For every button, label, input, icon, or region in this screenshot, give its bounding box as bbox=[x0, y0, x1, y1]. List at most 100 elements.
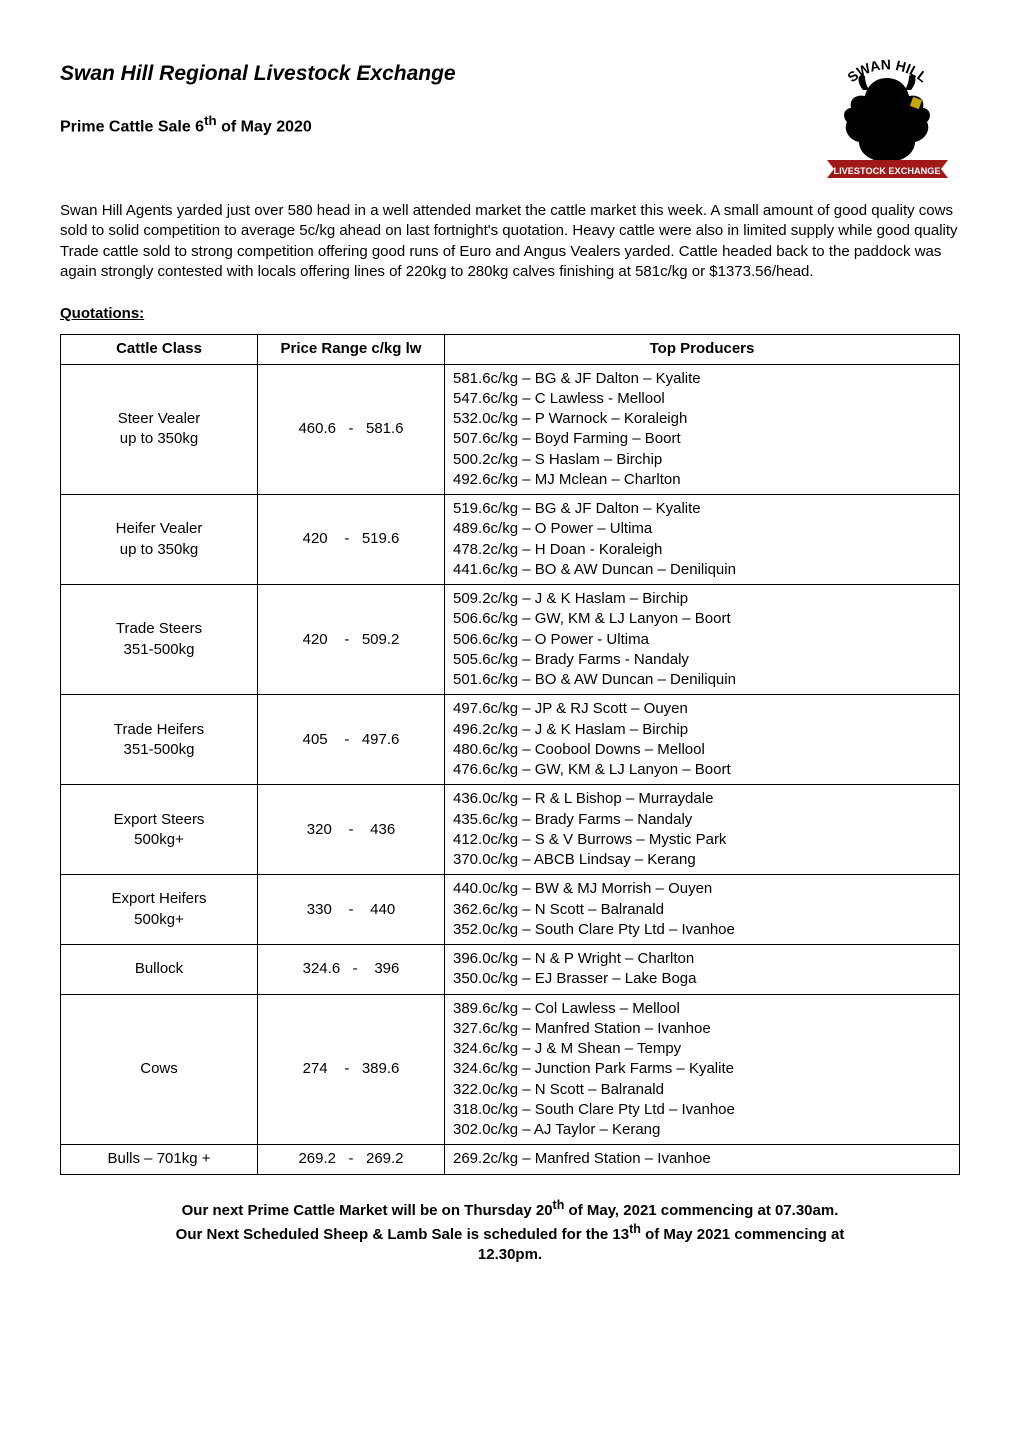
table-header-row: Cattle Class Price Range c/kg lw Top Pro… bbox=[61, 335, 960, 364]
top-producer-line: 440.0c/kg – BW & MJ Morrish – Ouyen bbox=[453, 879, 951, 899]
quotations-table: Cattle Class Price Range c/kg lw Top Pro… bbox=[60, 334, 960, 1174]
subtitle-prefix: Prime Cattle Sale 6 bbox=[60, 119, 204, 136]
class-line: 351-500kg bbox=[124, 741, 195, 758]
class-line: Steer Vealer bbox=[118, 410, 201, 427]
subtitle-super: th bbox=[204, 113, 217, 128]
top-producer-line: 507.6c/kg – Boyd Farming – Boort bbox=[453, 429, 951, 449]
top-producer-line: 506.6c/kg – O Power - Ultima bbox=[453, 630, 951, 650]
class-line: up to 350kg bbox=[120, 541, 198, 558]
quotations-heading: Quotations: bbox=[60, 304, 960, 324]
logo-svg: SWAN HILL LIVESTOCK EXCHANGE bbox=[815, 50, 960, 195]
table-head: Cattle Class Price Range c/kg lw Top Pro… bbox=[61, 335, 960, 364]
class-line: Trade Steers bbox=[116, 620, 202, 637]
class-line: 500kg+ bbox=[134, 911, 184, 928]
footer-text: Our Next Scheduled Sheep & Lamb Sale is … bbox=[176, 1226, 629, 1243]
top-producer-line: 412.0c/kg – S & V Burrows – Mystic Park bbox=[453, 830, 951, 850]
top-producer-line: 509.2c/kg – J & K Haslam – Birchip bbox=[453, 589, 951, 609]
top-producers-cell: 519.6c/kg – BG & JF Dalton – Kyalite489.… bbox=[445, 495, 960, 585]
top-producers-cell: 497.6c/kg – JP & RJ Scott – Ouyen496.2c/… bbox=[445, 695, 960, 785]
price-cell: 320 - 436 bbox=[258, 785, 445, 875]
price-cell: 420 - 519.6 bbox=[258, 495, 445, 585]
table-row: Steer Vealerup to 350kg460.6 - 581.6581.… bbox=[61, 364, 960, 495]
top-producer-line: 322.0c/kg – N Scott – Balranald bbox=[453, 1080, 951, 1100]
top-producer-line: 269.2c/kg – Manfred Station – Ivanhoe bbox=[453, 1149, 951, 1169]
price-cell: 420 - 509.2 bbox=[258, 585, 445, 695]
price-cell: 269.2 - 269.2 bbox=[258, 1145, 445, 1174]
table-row: Export Heifers500kg+330 - 440440.0c/kg –… bbox=[61, 875, 960, 945]
table-row: Trade Steers 351-500kg 420 - 509.2 509.2c/k… bbox=[61, 585, 960, 695]
top-producer-line: 436.0c/kg – R & L Bishop – Murraydale bbox=[453, 789, 951, 809]
logo-banner-text: LIVESTOCK EXCHANGE bbox=[833, 166, 940, 176]
class-cell: Steer Vealer up to 350kg bbox=[61, 364, 258, 495]
top-producer-line: 519.6c/kg – BG & JF Dalton – Kyalite bbox=[453, 499, 951, 519]
top-producers-cell: 269.2c/kg – Manfred Station – Ivanhoe bbox=[445, 1145, 960, 1174]
class-line: Cows bbox=[140, 1060, 178, 1077]
class-line: Export Heifers bbox=[111, 890, 206, 907]
top-producer-line: 352.0c/kg – South Clare Pty Ltd – Ivanho… bbox=[453, 920, 951, 940]
class-line: 351-500kg bbox=[124, 641, 195, 658]
class-line: Heifer Vealer bbox=[116, 520, 203, 537]
top-producer-line: 476.6c/kg – GW, KM & LJ Lanyon – Boort bbox=[453, 760, 951, 780]
horn-left-icon bbox=[859, 75, 869, 90]
top-producer-line: 370.0c/kg – ABCB Lindsay – Kerang bbox=[453, 850, 951, 870]
subtitle-suffix: of May 2020 bbox=[217, 119, 312, 136]
price-cell: 330 - 440 bbox=[258, 875, 445, 945]
top-producer-line: 435.6c/kg – Brady Farms – Nandaly bbox=[453, 810, 951, 830]
table-row: Trade Heifers 351-500kg 405 - 497.6497.6c/… bbox=[61, 695, 960, 785]
table-row: Bullock324.6 - 396396.0c/kg – N & P Wrig… bbox=[61, 945, 960, 995]
top-producer-line: 362.6c/kg – N Scott – Balranald bbox=[453, 900, 951, 920]
top-producer-line: 480.6c/kg – Coobool Downs – Mellool bbox=[453, 740, 951, 760]
class-cell: Heifer Vealer up to 350kg bbox=[61, 495, 258, 585]
top-producer-line: 505.6c/kg – Brady Farms - Nandaly bbox=[453, 650, 951, 670]
horn-right-icon bbox=[905, 75, 915, 90]
top-producer-line: 478.2c/kg – H Doan - Koraleigh bbox=[453, 540, 951, 560]
top-producer-line: 489.6c/kg – O Power – Ultima bbox=[453, 519, 951, 539]
top-producer-line: 547.6c/kg – C Lawless - Mellool bbox=[453, 389, 951, 409]
col-header-price: Price Range c/kg lw bbox=[258, 335, 445, 364]
class-cell: Trade Heifers 351-500kg bbox=[61, 695, 258, 785]
footer-text: of May 2021 commencing at bbox=[641, 1226, 844, 1243]
class-cell: Export Heifers 500kg+ bbox=[61, 875, 258, 945]
top-producer-line: 496.2c/kg – J & K Haslam – Birchip bbox=[453, 720, 951, 740]
footer-text: 12.30pm. bbox=[478, 1246, 542, 1263]
banner-icon: LIVESTOCK EXCHANGE bbox=[827, 160, 948, 178]
col-header-top: Top Producers bbox=[445, 335, 960, 364]
class-line: Export Steers bbox=[114, 811, 205, 828]
top-producer-line: 396.0c/kg – N & P Wright – Charlton bbox=[453, 949, 951, 969]
intro-paragraph: Swan Hill Agents yarded just over 580 he… bbox=[60, 201, 960, 282]
title-block: Swan Hill Regional Livestock Exchange Pr… bbox=[60, 50, 815, 156]
table-row: Bulls – 701kg +269.2 - 269.2 269.2c/kg – … bbox=[61, 1145, 960, 1174]
header-row: Swan Hill Regional Livestock Exchange Pr… bbox=[60, 50, 960, 195]
top-producers-cell: 581.6c/kg – BG & JF Dalton – Kyalite547.… bbox=[445, 364, 960, 495]
footer-note: Our next Prime Cattle Market will be on … bbox=[60, 1197, 960, 1266]
cow-silhouette-icon bbox=[844, 78, 930, 162]
class-cell: Bulls – 701kg + bbox=[61, 1145, 258, 1174]
top-producer-line: 506.6c/kg – GW, KM & LJ Lanyon – Boort bbox=[453, 609, 951, 629]
logo: SWAN HILL LIVESTOCK EXCHANGE bbox=[815, 50, 960, 195]
footer-sup: th bbox=[629, 1222, 641, 1236]
table-row: Cows274 - 389.6389.6c/kg – Col Lawless –… bbox=[61, 994, 960, 1145]
footer-sup: th bbox=[553, 1198, 565, 1212]
top-producer-line: 324.6c/kg – Junction Park Farms – Kyalit… bbox=[453, 1059, 951, 1079]
class-line: Bullock bbox=[135, 960, 183, 977]
top-producer-line: 441.6c/kg – BO & AW Duncan – Deniliquin bbox=[453, 560, 951, 580]
class-cell: Cows bbox=[61, 994, 258, 1145]
top-producers-cell: 440.0c/kg – BW & MJ Morrish – Ouyen362.6… bbox=[445, 875, 960, 945]
top-producer-line: 327.6c/kg – Manfred Station – Ivanhoe bbox=[453, 1019, 951, 1039]
price-cell: 460.6 - 581.6 bbox=[258, 364, 445, 495]
class-cell: Bullock bbox=[61, 945, 258, 995]
page-title: Swan Hill Regional Livestock Exchange bbox=[60, 60, 815, 88]
top-producers-cell: 436.0c/kg – R & L Bishop – Murraydale435… bbox=[445, 785, 960, 875]
top-producers-cell: 396.0c/kg – N & P Wright – Charlton350.0… bbox=[445, 945, 960, 995]
top-producer-line: 532.0c/kg – P Warnock – Koraleigh bbox=[453, 409, 951, 429]
top-producer-line: 581.6c/kg – BG & JF Dalton – Kyalite bbox=[453, 369, 951, 389]
class-line: up to 350kg bbox=[120, 430, 198, 447]
class-cell: Export Steers500kg+ bbox=[61, 785, 258, 875]
top-producer-line: 324.6c/kg – J & M Shean – Tempy bbox=[453, 1039, 951, 1059]
top-producer-line: 492.6c/kg – MJ Mclean – Charlton bbox=[453, 470, 951, 490]
top-producer-line: 501.6c/kg – BO & AW Duncan – Deniliquin bbox=[453, 670, 951, 690]
class-line: Trade Heifers bbox=[114, 721, 204, 738]
footer-text: Our next Prime Cattle Market will be on … bbox=[182, 1202, 553, 1219]
price-cell: 405 - 497.6 bbox=[258, 695, 445, 785]
top-producer-line: 302.0c/kg – AJ Taylor – Kerang bbox=[453, 1120, 951, 1140]
